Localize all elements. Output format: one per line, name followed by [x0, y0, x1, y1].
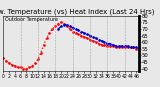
Text: Outdoor Temperature: Outdoor Temperature: [5, 17, 58, 22]
Title: Milw. Temperature (vs) Heat Index (Last 24 Hrs): Milw. Temperature (vs) Heat Index (Last …: [0, 9, 154, 15]
